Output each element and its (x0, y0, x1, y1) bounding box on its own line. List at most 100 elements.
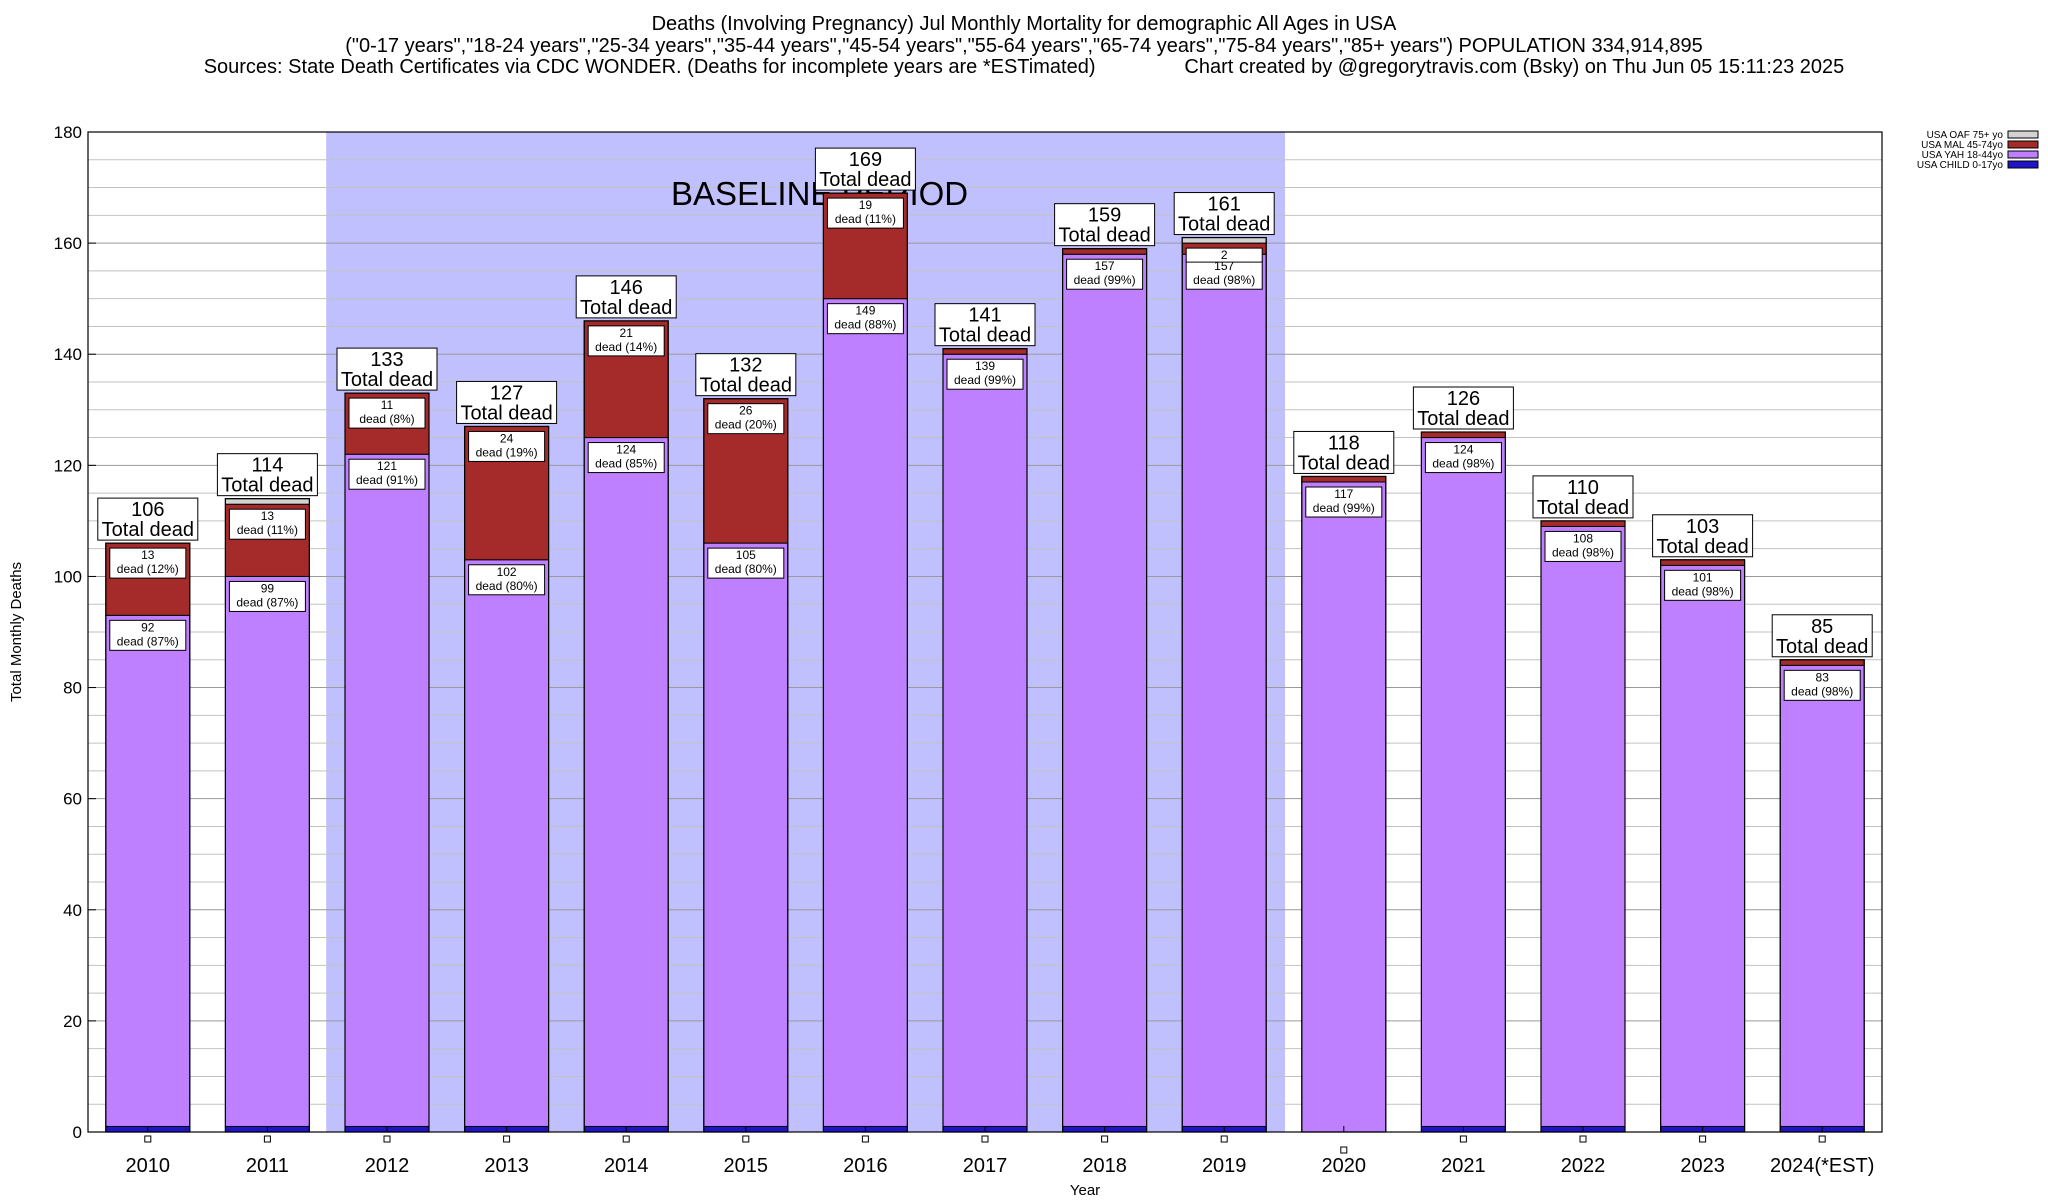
total-value-label: 133 (370, 349, 403, 371)
segment-count-label: 24 (500, 431, 514, 445)
bar-marker (622, 1135, 630, 1143)
bar-segment-mal (1540, 520, 1626, 527)
bar-marker (144, 1135, 152, 1143)
plot-frame (87, 131, 1883, 1133)
total-value-label: 127 (490, 382, 523, 404)
y-axis-title: Total Monthly Deaths (8, 562, 25, 702)
y-tick-label: 120 (54, 456, 82, 475)
bar-marker (1579, 1135, 1587, 1143)
total-label-box (97, 497, 199, 541)
segment-count-label: 149 (855, 304, 875, 318)
x-tick-label: 2021 (1441, 1155, 1486, 1177)
total-label-box (575, 275, 677, 319)
bar-segment-yah (942, 353, 1028, 1127)
segment-count-label: 124 (1453, 443, 1473, 457)
segment-count-label: 26 (739, 404, 753, 418)
x-tick-label: 2015 (724, 1155, 769, 1177)
bar-segment-yah (1181, 253, 1267, 1127)
segment-percent-label: dead (80%) (476, 579, 538, 593)
segment-percent-label: dead (11%) (835, 212, 896, 226)
bar-segment-mal (1301, 475, 1387, 483)
total-dead-label: Total dead (819, 169, 911, 191)
legend-swatch (2007, 130, 2039, 139)
segment-percent-label: dead (99%) (1074, 273, 1136, 287)
segment-percent-label: dead (98%) (1791, 684, 1853, 698)
y-tick-label: 180 (54, 123, 82, 142)
total-label-box (934, 303, 1036, 347)
segment-label-box (468, 430, 546, 462)
legend-swatch (2007, 150, 2039, 159)
segment-label-box (228, 580, 306, 612)
total-dead-label: Total dead (102, 519, 194, 541)
bar-segment-yah (822, 298, 908, 1127)
segment-percent-label: dead (99%) (954, 373, 1016, 387)
bar-segment-yah (1301, 481, 1387, 1133)
bar-segment-yah (464, 559, 550, 1127)
x-tick-label: 2011 (246, 1155, 289, 1177)
bar-segment-yah (224, 575, 310, 1127)
x-tick-label: 2024(*EST) (1770, 1155, 1875, 1177)
bar-marker (742, 1135, 750, 1143)
y-tick-label: 20 (63, 1012, 82, 1031)
segment-label-box (1664, 569, 1742, 601)
total-label-box (814, 147, 916, 191)
legend-swatch (2007, 140, 2039, 149)
x-tick-label: 2018 (1082, 1155, 1127, 1177)
segment-percent-label: dead (98%) (1432, 457, 1494, 471)
total-label-box (216, 453, 318, 497)
segment-percent-label: dead (91%) (356, 473, 418, 487)
bar-marker (1101, 1135, 1109, 1143)
segment-count-label: 13 (141, 548, 155, 562)
bar-segment-yah (583, 437, 669, 1127)
y-tick-label: 80 (63, 679, 82, 698)
bar-marker (1699, 1135, 1707, 1143)
segment-count-label: 19 (859, 198, 873, 212)
segment-percent-label: dead (8%) (359, 412, 414, 426)
total-value-label: 132 (729, 355, 762, 377)
bar-segment-mal (1062, 248, 1148, 255)
total-value-label: 114 (251, 455, 283, 477)
segment-label-box (587, 442, 665, 474)
y-tick-label: 0 (73, 1123, 82, 1142)
total-dead-label: Total dead (460, 402, 552, 424)
total-label-box (1173, 192, 1275, 236)
segment-percent-label: dead (88%) (834, 318, 896, 332)
total-value-label: 85 (1811, 616, 1833, 638)
total-value-label: 126 (1447, 388, 1480, 410)
total-dead-label: Total dead (580, 297, 672, 319)
total-value-label: 159 (1088, 205, 1121, 227)
x-tick-label: 2014 (604, 1155, 649, 1177)
chart-title: Deaths (Involving Pregnancy) Jul Monthly… (651, 13, 1397, 35)
bar-segment-mal (1660, 559, 1746, 566)
segment-count-label: 139 (975, 359, 995, 373)
x-tick-label: 2020 (1322, 1155, 1367, 1177)
segment-count-label: 121 (377, 459, 397, 473)
total-dead-label: Total dead (700, 375, 792, 397)
total-value-label: 106 (131, 499, 164, 521)
segment-percent-label: dead (87%) (236, 595, 298, 609)
total-dead-label: Total dead (1537, 497, 1629, 519)
bar-marker (1459, 1135, 1467, 1143)
segment-count-label: 157 (1214, 259, 1234, 273)
segment-count-label: 101 (1693, 570, 1713, 584)
segment-label-box (228, 508, 306, 540)
segment-percent-label: dead (80%) (715, 562, 777, 576)
segment-percent-label: dead (11%) (237, 523, 298, 537)
total-dead-label: Total dead (939, 325, 1031, 347)
total-dead-label: Total dead (1656, 536, 1748, 558)
total-dead-label: Total dead (1298, 452, 1390, 474)
bar-segment-yah (1062, 253, 1148, 1127)
bar-segment-mal (1779, 659, 1865, 666)
total-label-box (1771, 614, 1873, 658)
x-tick-label: 2016 (843, 1155, 888, 1177)
bar-segment-yah (1420, 437, 1506, 1127)
segment-count-label: 13 (261, 509, 275, 523)
legend-label: USA YAH 18-44yo (1922, 150, 2004, 161)
total-dead-label: Total dead (341, 369, 433, 391)
total-dead-label: Total dead (1178, 214, 1270, 236)
total-value-label: 110 (1567, 477, 1599, 499)
chart-subtitle-groups: ("0-17 years","18-24 years","25-34 years… (345, 35, 1703, 57)
bar-segment-yah (703, 542, 789, 1127)
segment-label-box (1305, 486, 1383, 518)
